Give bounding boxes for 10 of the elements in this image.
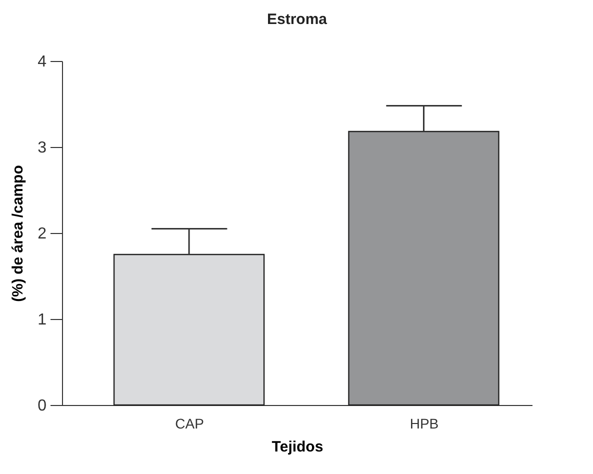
y-axis-title: (%) de área /campo bbox=[10, 165, 27, 302]
x-tick-label: CAP bbox=[175, 416, 204, 432]
y-tick-label: 3 bbox=[38, 140, 47, 156]
x-tick-label: HPB bbox=[410, 416, 439, 432]
y-tick-label: 4 bbox=[38, 54, 47, 70]
x-axis-title: Tejidos bbox=[272, 438, 324, 456]
y-tick-label: 1 bbox=[38, 312, 47, 328]
chart-title: Estroma bbox=[266, 11, 328, 28]
y-tick-label: 2 bbox=[38, 226, 47, 242]
y-tick-label: 0 bbox=[38, 398, 47, 414]
